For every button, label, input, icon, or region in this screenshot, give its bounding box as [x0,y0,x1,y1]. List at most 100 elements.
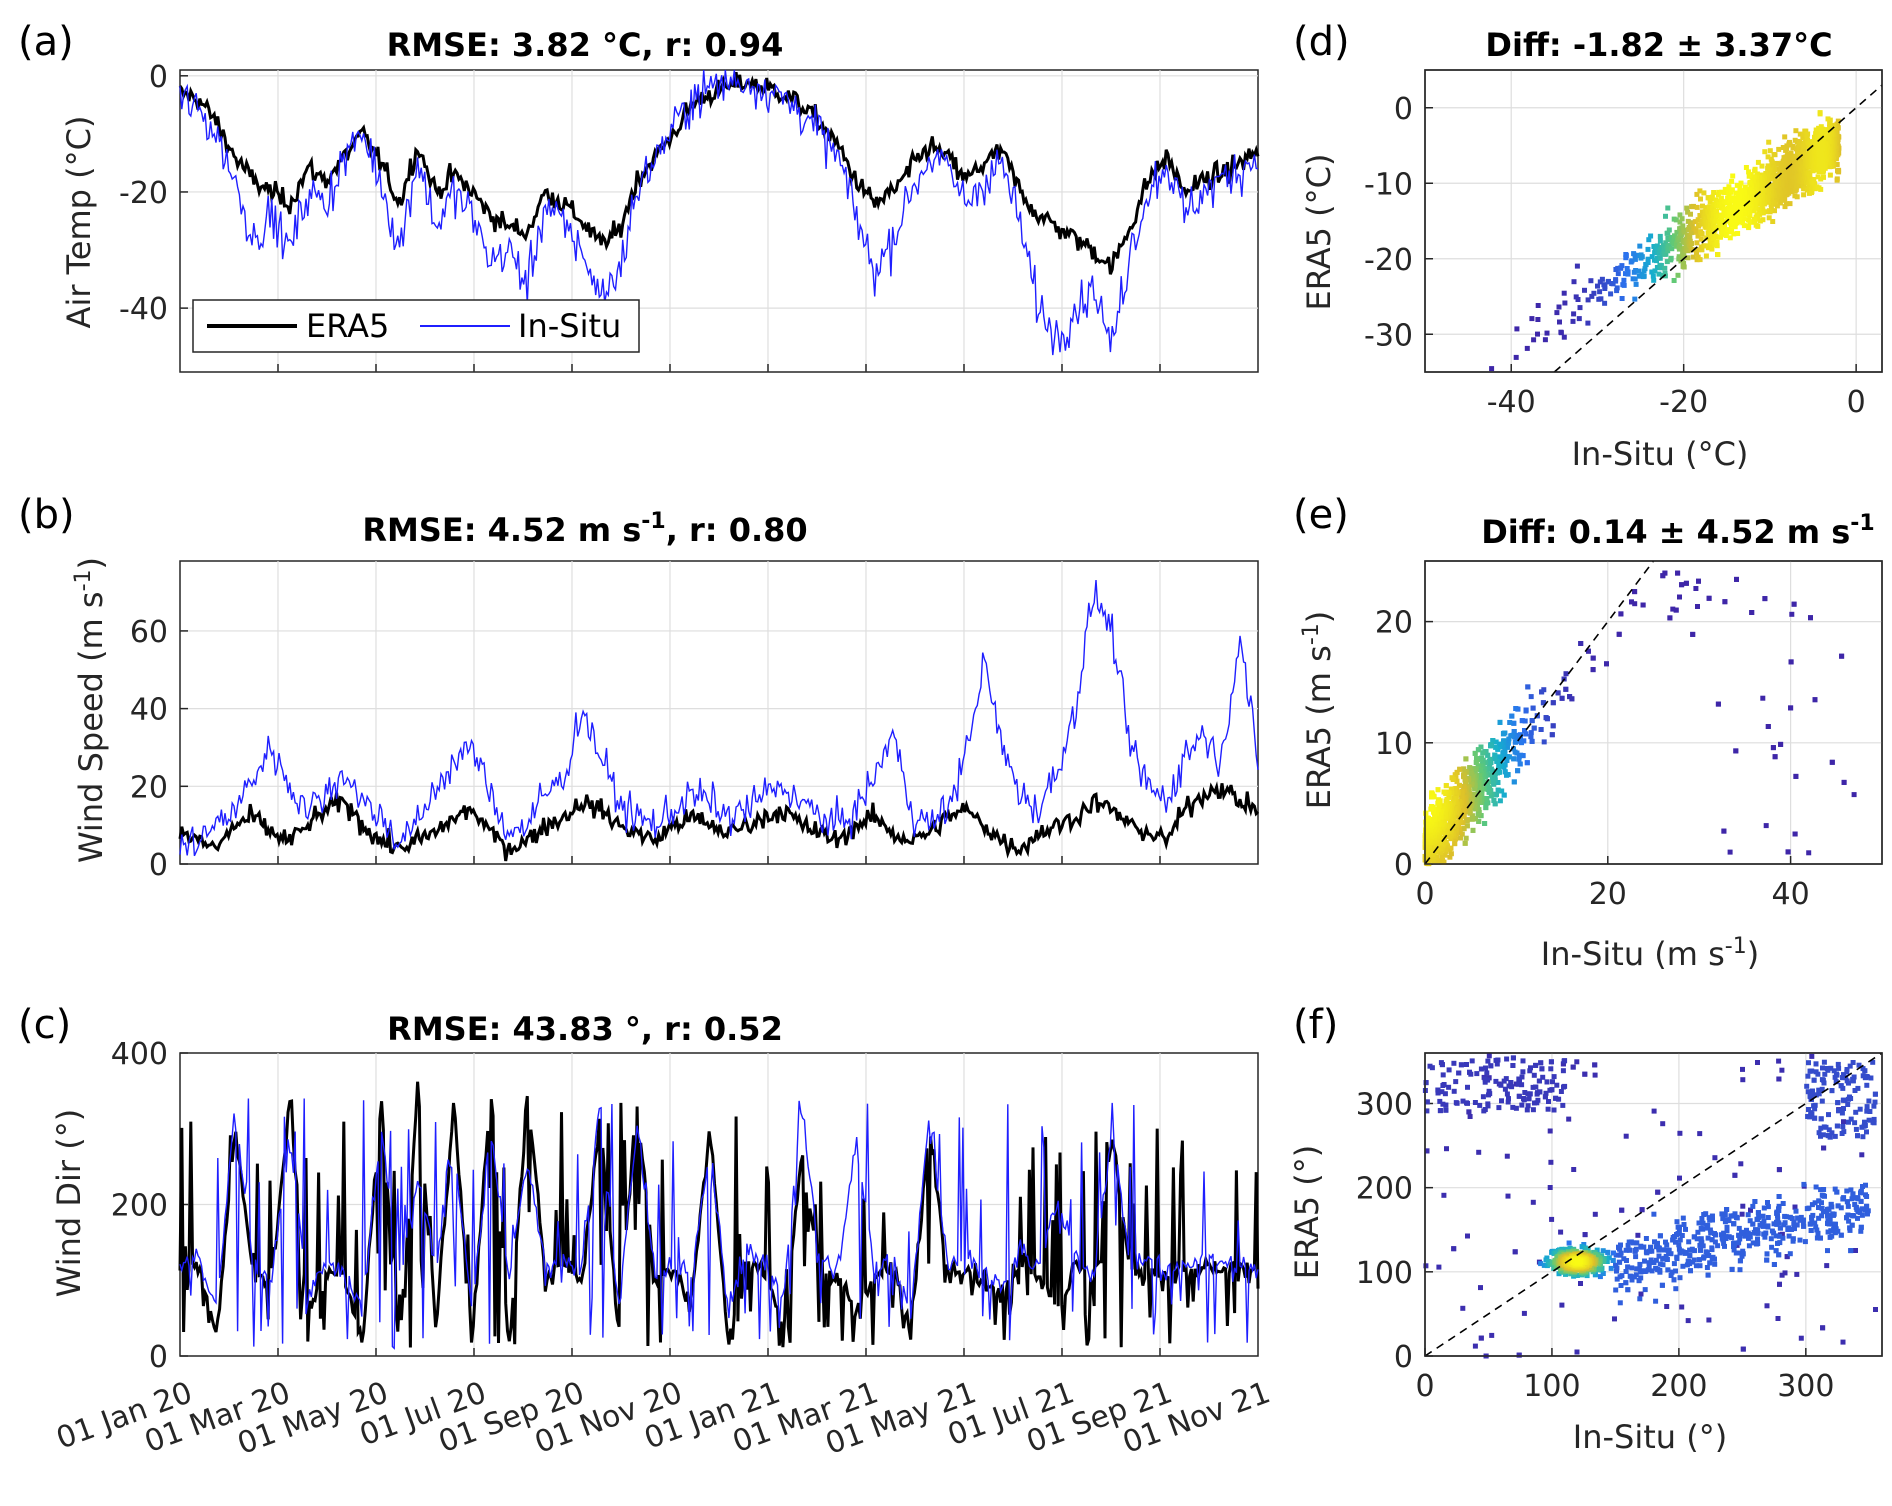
scatter-point [1819,1213,1825,1219]
scatter-point [1851,1213,1857,1219]
scatter-point [1516,1076,1522,1082]
axes-border [1424,69,1883,373]
scatter-point [1589,293,1595,299]
scatter-point [1437,1098,1443,1104]
scatter-point [1554,1082,1560,1088]
scatter-point [1499,1098,1504,1104]
scatter-point [1536,1078,1542,1084]
scatter-point [1848,1248,1854,1254]
scatter-point [1668,235,1674,240]
scatter-point [1664,1304,1670,1309]
scatter-point [1446,1067,1452,1073]
scatter-point [1798,1214,1804,1220]
scatter-point [1777,1225,1783,1231]
scatter-point [1754,1230,1760,1236]
scatter-point [1619,296,1625,301]
scatter-point [1835,118,1841,124]
scatter-point [1621,277,1627,283]
scatter-point [1714,243,1720,249]
scatter-point [1507,720,1513,725]
scatter-point [1686,224,1692,230]
y-tick-label: 300 [1356,1088,1413,1123]
scatter-point [1666,227,1672,233]
y-tick-label: -20 [1364,243,1413,278]
scatter-point [1455,813,1461,819]
scatter-point [1679,216,1685,222]
scatter-point [1820,1065,1825,1071]
scatter-point [1749,174,1755,180]
scatter-point [1534,1091,1540,1097]
scatter-point [1677,1175,1682,1181]
scatter-point [1685,255,1691,261]
scatter-point [1692,219,1698,225]
scatter-point [1645,246,1651,252]
scatter-point [1545,1106,1551,1112]
scatter-point [1645,260,1651,265]
scatter-point [1750,219,1756,225]
scatter-point [1677,594,1682,600]
scatter-point [1528,734,1534,740]
title-d: Diff: -1.82 ± 3.37°C [1485,26,1832,64]
scatter-point [1813,1224,1819,1230]
scatter-point [1740,1066,1745,1072]
scatter-point [1732,204,1738,210]
y-tick-label: 0 [1394,1340,1413,1375]
scatter-point [1488,793,1494,799]
scatter-point [1495,787,1501,793]
scatter-point [1777,200,1783,206]
scatter-point [1768,202,1774,207]
scatter-point [1525,1103,1531,1109]
scatter-point [1636,268,1642,274]
scatter-point [1723,231,1729,237]
scatter-point [1835,1061,1841,1067]
y-tick-label: 20 [1375,606,1413,641]
scatter-point [1764,1251,1770,1257]
scatter-point [1711,211,1717,217]
scatter-point [1788,659,1794,665]
scatter-point [1467,800,1473,806]
scatter-point [1529,718,1535,724]
y-tick-label: 200 [111,1189,168,1224]
scatter-point [1776,1194,1782,1199]
scatter-point [1864,1104,1870,1110]
scatter-point [1733,748,1739,754]
scatter-point [1791,1221,1797,1227]
scatter-point [1794,194,1800,200]
scatter-point [1811,1103,1817,1109]
scatter-point [1478,744,1484,750]
scatter-point [1535,1097,1541,1103]
scatter-point [1516,1093,1522,1099]
scatter-point [1685,1258,1691,1264]
scatter-point [1825,1248,1830,1254]
scatter-point [1608,291,1614,297]
scatter-point [1475,763,1481,769]
scatter-point [1461,785,1467,791]
scatter-point [1567,694,1573,700]
scatter-point [1464,823,1470,829]
axes-frame [1424,69,1883,373]
scatter-point [1636,1266,1642,1272]
scatter-point [1643,1236,1649,1241]
scatter-point [1838,1232,1844,1238]
scatter-point [1553,1095,1559,1101]
scatter-point [1604,1259,1610,1264]
y-tick-label: 400 [111,1037,168,1072]
scatter-point [1517,738,1523,744]
scatter-point [1801,1181,1807,1187]
scatter-point [1673,607,1679,613]
scatter-point [1818,131,1824,137]
scatter-point [1539,1066,1545,1072]
title-a: RMSE: 3.82 °C, r: 0.94 [387,26,784,64]
scatter-point [1677,243,1683,248]
scatter-point [1529,738,1535,744]
scatter-point [1864,1194,1870,1199]
scatter-point [1680,223,1686,229]
scatter-point [1817,141,1823,147]
scatter-point [1595,283,1600,289]
scatter-point [1632,276,1638,282]
scatter-point [1460,1098,1466,1104]
scatter-point [1652,268,1658,274]
scatter-point [1764,191,1770,196]
scatter-point [1561,1058,1567,1064]
scatter-point [1538,1060,1544,1066]
